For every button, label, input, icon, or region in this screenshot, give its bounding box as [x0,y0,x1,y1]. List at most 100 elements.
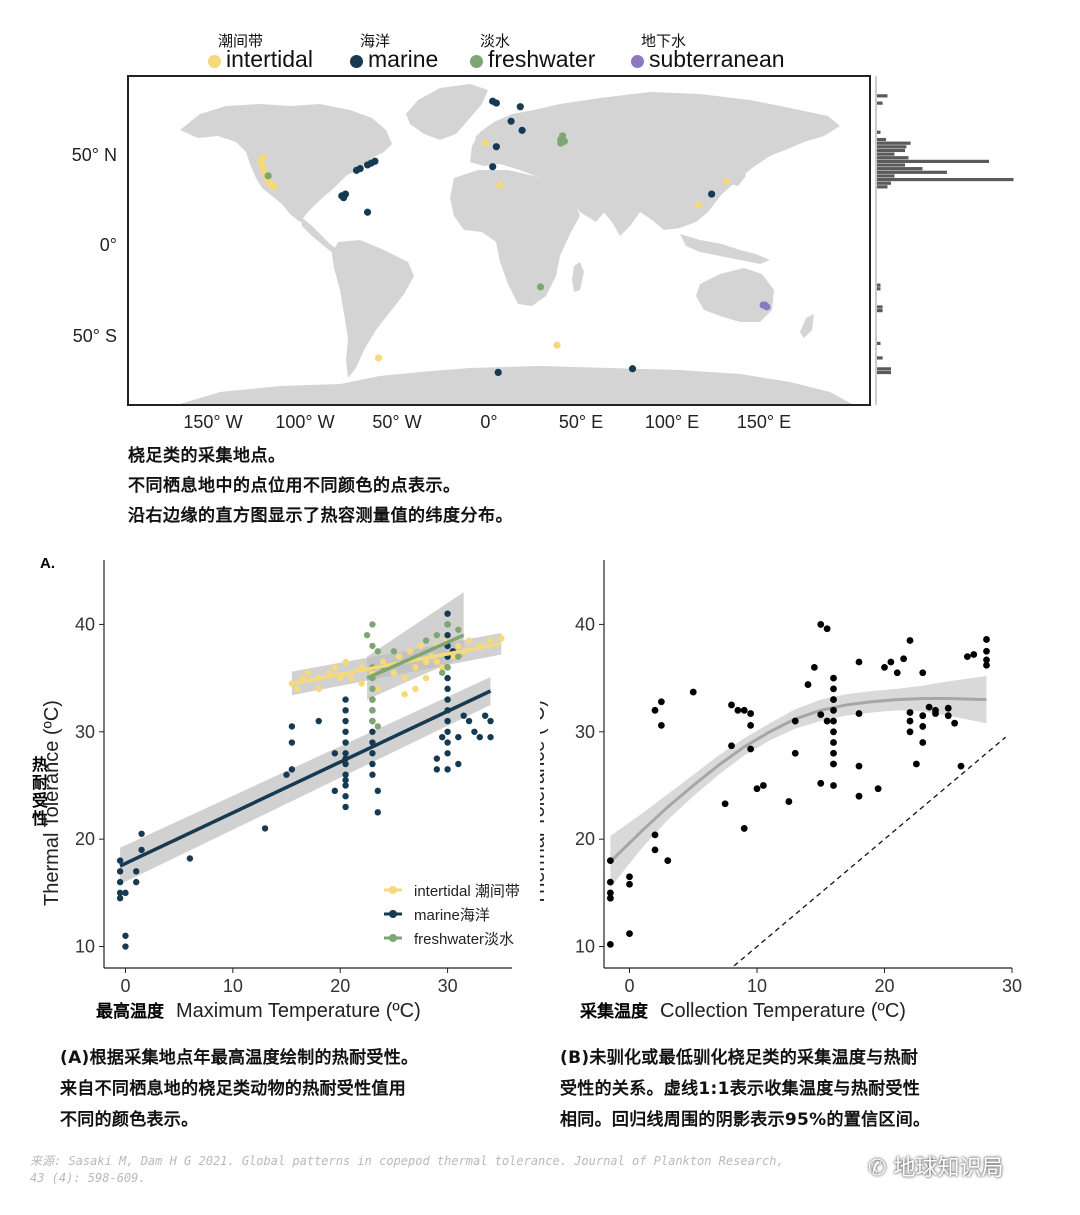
landmass-north-america [180,104,392,222]
map-point-freshwater [264,172,272,180]
data-point-marine [433,755,441,762]
y-tick-label: 10 [575,937,595,957]
map-point-marine [352,166,361,174]
histogram-bar [877,305,883,309]
data-point-marine [138,846,145,854]
data-point [740,706,748,714]
legend-dot-subterranean [631,55,644,68]
data-point-marine [116,868,124,875]
data-point [830,760,837,768]
watermark: ✆ 地球知识局 [868,1150,1003,1182]
data-point [689,688,697,696]
data-point [657,721,665,729]
data-point [728,742,735,750]
data-point [747,710,755,717]
data-point [887,658,895,666]
panel-a-label: A. [40,555,55,572]
data-point [906,637,914,644]
data-point-intertidal [498,635,505,642]
data-point [651,706,659,714]
map-point-intertidal [270,183,278,191]
data-point [753,785,761,793]
data-point [823,625,831,633]
data-point-freshwater [390,648,398,655]
data-point-marine [342,793,349,800]
data-point [791,717,799,725]
data-point-intertidal [439,664,446,671]
lon-label-150w: 150° W [183,412,242,432]
histogram-bar [877,170,947,174]
data-point [983,656,990,664]
data-point-marine [342,728,349,735]
data-point-marine [342,782,349,789]
data-point-marine [455,760,462,768]
data-point-marine [315,717,322,725]
legend-dot-intertidal [389,886,397,894]
data-point-marine [369,771,376,778]
map-point-intertidal [257,157,265,165]
panel-a-legend: intertidal 潮间带 marine海洋 freshwater淡水 [384,883,520,948]
data-point [900,655,908,663]
y-tick-label: 20 [75,829,95,849]
x-tick-label: 30 [438,976,458,996]
data-point-freshwater [369,717,376,725]
data-point-freshwater [444,621,451,628]
data-point-intertidal [294,685,301,693]
data-point-marine [369,728,376,735]
land-masses [180,84,852,404]
data-point-intertidal [449,653,457,660]
data-point-marine [342,771,349,778]
data-point [830,696,837,703]
data-point [785,798,793,805]
data-point-marine [444,696,451,703]
legend-cn-label: 淡水 [480,32,511,50]
data-point [810,663,818,671]
data-point [919,669,927,677]
caption-line: (A)根据采集地点年最高温度绘制的热耐受性。 [60,1048,419,1068]
map-point-marine [507,117,515,125]
x-axis-title: Collection Temperature (ºC) [660,1000,906,1022]
data-point [734,706,742,714]
landmass-arabia-india [566,188,606,222]
x-label-cn: 采集温度 [579,1001,649,1021]
data-point-intertidal [412,685,419,693]
y-tick-label: 30 [75,722,95,742]
data-point-intertidal [487,637,494,644]
data-point-marine [342,760,349,768]
map-point-marine [492,143,500,151]
data-point-marine [133,868,140,875]
data-point-marine [433,766,441,773]
data-point [606,894,614,902]
data-point [791,749,799,757]
data-point [983,636,990,643]
histogram-bar [877,309,883,313]
data-point-marine [439,733,446,741]
data-point [606,857,614,865]
landmass-europe-asia [470,92,840,236]
data-point [626,873,633,881]
y-axis-title: Thermal Tolerance (ºC) [540,700,549,906]
data-point-marine [444,685,451,693]
y-tick-label: 10 [75,937,95,957]
data-point-freshwater [369,696,376,703]
identity-line [733,736,1007,967]
data-point-marine [116,895,124,902]
legend-label-marine: marine海洋 [414,907,490,924]
data-point-marine [261,825,269,832]
map-caption-line: 桡足类的采集地点。 [128,446,286,466]
fit-line-freshwater [366,633,465,680]
lon-label-100e: 100° E [645,412,699,432]
data-point [855,762,863,770]
lon-label-0: 0° [480,412,497,432]
data-point [944,704,952,712]
data-point-intertidal [433,658,441,666]
data-point [823,717,831,725]
map-point-marine [489,163,497,171]
lat-label-50n: 50° N [72,145,117,165]
data-point [606,878,614,886]
data-point [855,658,863,666]
data-point-marine [374,809,381,816]
data-point-marine [116,857,124,864]
map-lon-labels: 150° W 100° W 50° W 0° 50° E 100° E 150°… [183,412,791,432]
data-point [893,669,901,677]
